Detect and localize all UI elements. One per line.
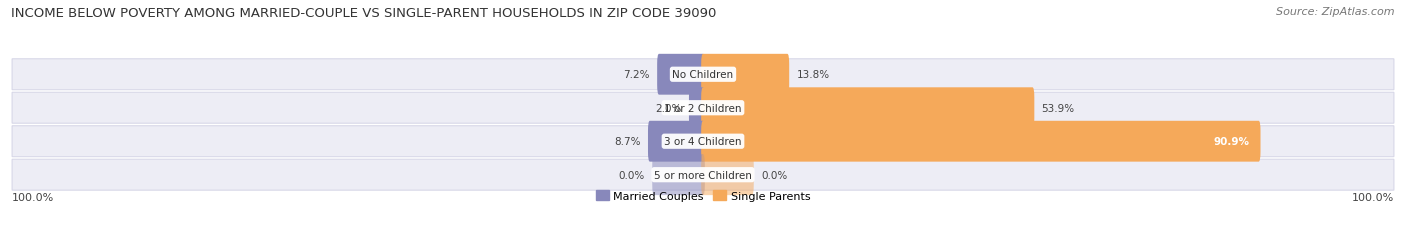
FancyBboxPatch shape xyxy=(652,155,704,195)
FancyBboxPatch shape xyxy=(13,93,1393,124)
Text: 2.0%: 2.0% xyxy=(655,103,682,113)
Text: 53.9%: 53.9% xyxy=(1042,103,1074,113)
FancyBboxPatch shape xyxy=(657,55,704,95)
FancyBboxPatch shape xyxy=(648,121,704,162)
Text: 13.8%: 13.8% xyxy=(797,70,830,80)
Text: 1 or 2 Children: 1 or 2 Children xyxy=(664,103,742,113)
Text: 100.0%: 100.0% xyxy=(1351,193,1393,203)
Text: 8.7%: 8.7% xyxy=(614,137,641,147)
Text: Source: ZipAtlas.com: Source: ZipAtlas.com xyxy=(1277,7,1395,17)
FancyBboxPatch shape xyxy=(702,155,754,195)
Text: 0.0%: 0.0% xyxy=(619,170,645,180)
Text: 7.2%: 7.2% xyxy=(623,70,650,80)
Text: INCOME BELOW POVERTY AMONG MARRIED-COUPLE VS SINGLE-PARENT HOUSEHOLDS IN ZIP COD: INCOME BELOW POVERTY AMONG MARRIED-COUPL… xyxy=(11,7,717,20)
FancyBboxPatch shape xyxy=(702,121,1261,162)
Legend: Married Couples, Single Parents: Married Couples, Single Parents xyxy=(596,191,810,201)
Text: 3 or 4 Children: 3 or 4 Children xyxy=(664,137,742,147)
Text: 100.0%: 100.0% xyxy=(13,193,55,203)
Text: 5 or more Children: 5 or more Children xyxy=(654,170,752,180)
FancyBboxPatch shape xyxy=(13,126,1393,157)
Text: 0.0%: 0.0% xyxy=(761,170,787,180)
Text: No Children: No Children xyxy=(672,70,734,80)
FancyBboxPatch shape xyxy=(689,88,704,129)
FancyBboxPatch shape xyxy=(702,55,789,95)
Text: 90.9%: 90.9% xyxy=(1213,137,1250,147)
FancyBboxPatch shape xyxy=(13,60,1393,90)
FancyBboxPatch shape xyxy=(13,160,1393,190)
FancyBboxPatch shape xyxy=(702,88,1035,129)
